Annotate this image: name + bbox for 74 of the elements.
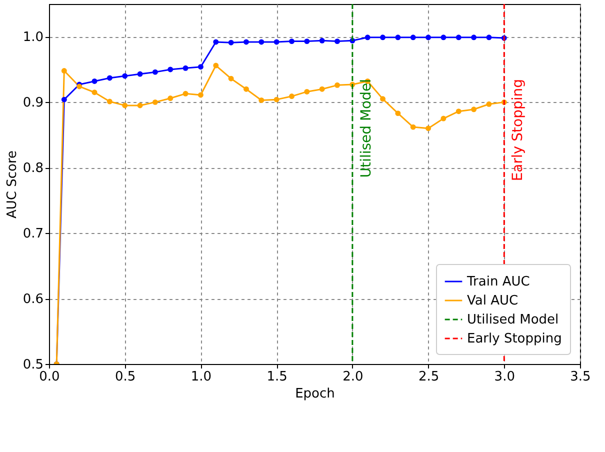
ref-line-label: Early Stopping (510, 79, 526, 182)
point (304, 88, 310, 94)
point (395, 34, 401, 40)
point (106, 75, 112, 81)
point (152, 99, 158, 105)
point (92, 78, 98, 84)
point (213, 62, 219, 68)
point (319, 38, 325, 44)
point (152, 69, 158, 75)
point (380, 96, 386, 102)
text: Early Stopping (467, 332, 562, 346)
x-tick-label: 1.0 (190, 370, 212, 384)
point (243, 39, 249, 45)
x-tick-label: 1.5 (266, 370, 288, 384)
point (486, 34, 492, 40)
point (334, 38, 340, 44)
point (61, 96, 67, 102)
point (456, 34, 462, 40)
point (364, 34, 370, 40)
point (258, 39, 264, 45)
y-tick-label: 0.8 (22, 161, 44, 176)
point (426, 126, 432, 132)
point (122, 73, 128, 79)
point (274, 39, 280, 45)
point (471, 34, 477, 40)
y-tick-label: 1.0 (22, 30, 44, 46)
point (334, 82, 340, 88)
point (243, 86, 249, 92)
legend-label: Train AUC (466, 274, 530, 290)
point (168, 66, 174, 72)
x-tick-label: 3.0 (494, 370, 515, 384)
point (182, 90, 188, 96)
y-tick-label: 0.9 (22, 96, 44, 111)
ref-line-label: Utilised Model (358, 79, 374, 178)
point (137, 71, 143, 77)
point (410, 124, 416, 130)
x-tick-label: 2.5 (418, 370, 440, 384)
point (168, 96, 174, 101)
point (486, 101, 492, 107)
point (61, 68, 67, 74)
point (456, 108, 462, 114)
point (395, 110, 401, 116)
x-axis-title: Epoch (295, 386, 335, 402)
point (319, 86, 325, 92)
point (440, 34, 446, 40)
point (289, 38, 294, 44)
point (440, 116, 446, 122)
point (122, 102, 128, 108)
x-tick-label: 3.5 (570, 370, 591, 384)
point (274, 96, 280, 102)
text: Utilised Model (467, 312, 559, 328)
point (198, 92, 204, 98)
point (106, 98, 112, 104)
point (182, 65, 188, 71)
y-axis-title: AUC Score (4, 150, 20, 219)
point (289, 94, 294, 100)
point (228, 40, 234, 46)
point (198, 64, 204, 70)
y-tick-label: 0.6 (22, 292, 44, 308)
x-tick-label: 0.5 (115, 370, 136, 384)
point (304, 38, 310, 44)
y-tick-label: 0.7 (22, 226, 44, 242)
x-tick-label: 2.0 (342, 370, 364, 384)
x-tick-label: 0.0 (39, 370, 60, 384)
point (426, 34, 432, 40)
legend-label: Val AUC (467, 294, 518, 308)
point (471, 106, 477, 112)
point (92, 90, 98, 96)
point (213, 39, 219, 45)
point (380, 34, 386, 40)
point (410, 34, 416, 40)
point (137, 102, 143, 108)
point (228, 76, 234, 82)
point (258, 97, 264, 103)
